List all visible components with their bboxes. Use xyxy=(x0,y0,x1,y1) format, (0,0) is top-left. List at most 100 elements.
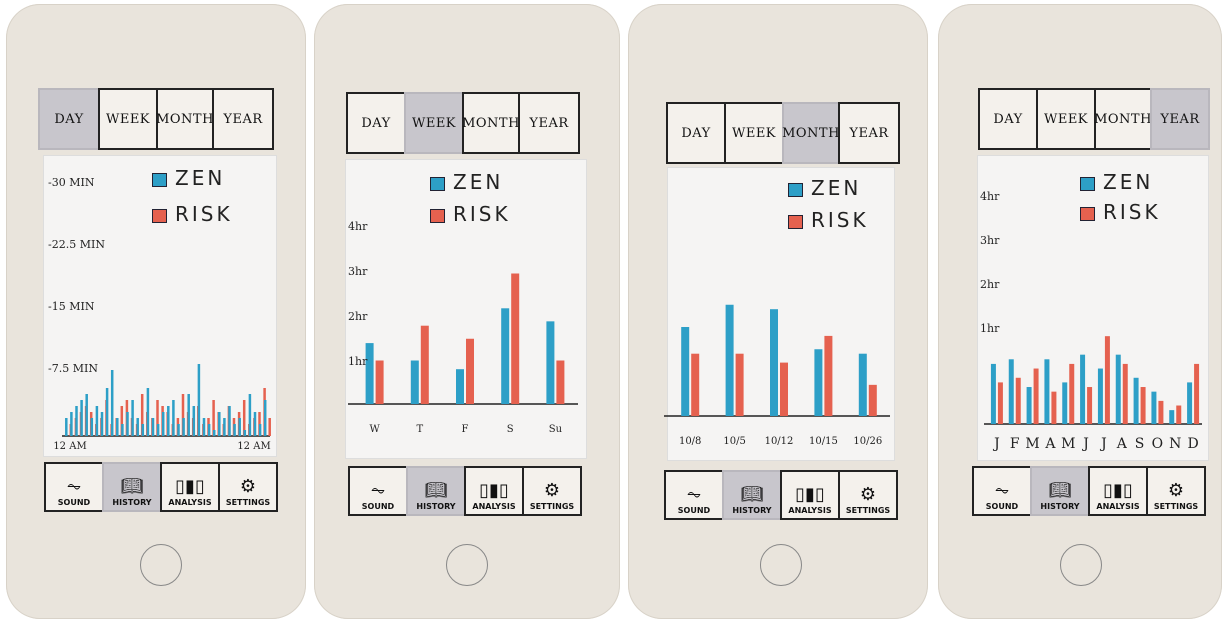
nav-analysis[interactable]: ▯▮▯ ANALYSIS xyxy=(464,466,524,516)
x-tick-label: M xyxy=(1025,436,1039,452)
x-tick-label: F xyxy=(462,424,469,435)
home-button[interactable] xyxy=(760,544,802,586)
tab-month[interactable]: MONTH xyxy=(1094,88,1152,150)
risk-bar xyxy=(556,360,565,404)
tab-year[interactable]: YEAR xyxy=(518,92,580,154)
home-button[interactable] xyxy=(1060,544,1102,586)
nav-settings[interactable]: ⚙ SETTINGS xyxy=(838,470,898,520)
tab-week[interactable]: WEEK xyxy=(1036,88,1096,150)
tab-month[interactable]: MONTH xyxy=(462,92,520,154)
risk-bar xyxy=(140,394,144,436)
tab-month[interactable]: MONTH xyxy=(156,88,214,150)
x-tick-label: J xyxy=(992,436,1000,452)
nav-history[interactable]: 📖︎ HISTORY xyxy=(722,470,782,520)
book-icon: 📖︎ xyxy=(120,476,144,497)
nav-settings[interactable]: ⚙ SETTINGS xyxy=(1146,466,1206,516)
phone-prototype-week: DAY WEEK MONTH YEAR ZEN RISK 4hr 3hr 2hr 1h… xyxy=(314,4,620,619)
tab-day[interactable]: DAY xyxy=(978,88,1038,150)
bar-chart-icon: ▯▮▯ xyxy=(1103,480,1133,501)
zen-bar xyxy=(156,424,160,436)
nav-history[interactable]: 📖︎ HISTORY xyxy=(102,462,162,512)
risk-bar xyxy=(511,273,520,404)
legend-zen: ZEN xyxy=(788,176,861,200)
tab-week[interactable]: WEEK xyxy=(98,88,158,150)
x-tick-label: 10/26 xyxy=(853,436,882,447)
nav-sound[interactable]: ⏦ SOUND xyxy=(972,466,1032,516)
zen-bar xyxy=(218,412,221,436)
bottom-nav: ⏦ SOUND 📖︎ HISTORY ▯▮▯ ANALYSIS ⚙ SETTINGS xyxy=(664,470,898,520)
tab-week[interactable]: WEEK xyxy=(404,92,464,154)
zen-bar xyxy=(136,418,139,436)
x-tick-label: F xyxy=(1010,436,1020,452)
x-tick-label: S xyxy=(1135,436,1145,452)
soundwave-icon: ⏦ xyxy=(686,484,702,505)
x-tick-label: J xyxy=(1099,436,1107,452)
book-icon: 📖︎ xyxy=(740,484,764,505)
zen-bar xyxy=(126,412,129,436)
zen-bar xyxy=(1133,377,1139,424)
legend-zen: ZEN xyxy=(152,166,225,190)
nav-sound[interactable]: ⏦ SOUND xyxy=(664,470,724,520)
risk-bar xyxy=(735,353,744,416)
home-button[interactable] xyxy=(446,544,488,586)
risk-bar xyxy=(1140,387,1146,424)
tab-year[interactable]: YEAR xyxy=(838,102,900,164)
y-tick-label: 4hr xyxy=(348,220,368,233)
tab-day[interactable]: DAY xyxy=(666,102,726,164)
legend-risk: RISK xyxy=(430,202,511,226)
legend-zen-label: ZEN xyxy=(1103,170,1154,194)
risk-bar xyxy=(691,353,700,416)
legend-zen: ZEN xyxy=(1080,170,1153,194)
zen-swatch xyxy=(1080,176,1095,191)
zen-bar xyxy=(1115,354,1121,424)
nav-history[interactable]: 📖︎ HISTORY xyxy=(406,466,466,516)
zen-bar xyxy=(1097,368,1103,424)
risk-bar xyxy=(120,406,124,436)
gear-icon: ⚙ xyxy=(859,484,877,505)
y-tick-label: -30 MIN xyxy=(48,176,95,189)
home-button[interactable] xyxy=(140,544,182,586)
time-range-tabs: DAY WEEK MONTH YEAR xyxy=(666,102,900,164)
risk-bar xyxy=(181,394,185,436)
zen-bar xyxy=(546,321,555,404)
nav-history[interactable]: 📖︎ HISTORY xyxy=(1030,466,1090,516)
zen-bar xyxy=(161,412,165,436)
bottom-nav: ⏦ SOUND 📖︎ HISTORY ▯▮▯ ANALYSIS ⚙ SETTINGS xyxy=(44,462,278,512)
risk-bar xyxy=(997,382,1003,424)
nav-analysis[interactable]: ▯▮▯ ANALYSIS xyxy=(780,470,840,520)
nav-sound[interactable]: ⏦ SOUND xyxy=(348,466,408,516)
nav-analysis[interactable]: ▯▮▯ ANALYSIS xyxy=(1088,466,1148,516)
x-tick-label: D xyxy=(1187,436,1198,452)
x-tick-label: O xyxy=(1152,436,1163,452)
y-tick-label: 2hr xyxy=(980,278,1000,291)
zen-bar xyxy=(238,418,241,436)
risk-bar xyxy=(1051,391,1057,424)
chart-card: ZEN RISK 10/8 10/5 10/12 10/15 10/26 xyxy=(664,168,894,460)
nav-analysis[interactable]: ▯▮▯ ANALYSIS xyxy=(160,462,220,512)
time-range-tabs: DAY WEEK MONTH YEAR xyxy=(978,88,1210,150)
tab-week[interactable]: WEEK xyxy=(724,102,784,164)
tab-day[interactable]: DAY xyxy=(38,88,100,150)
risk-bar xyxy=(780,362,788,416)
risk-swatch xyxy=(1080,206,1095,221)
nav-settings[interactable]: ⚙ SETTINGS xyxy=(522,466,582,516)
zen-bar xyxy=(681,327,690,416)
zen-bar xyxy=(121,424,124,436)
nav-settings[interactable]: ⚙ SETTINGS xyxy=(218,462,278,512)
risk-bar xyxy=(1176,405,1182,424)
x-tick-label: W xyxy=(369,424,380,435)
tab-day[interactable]: DAY xyxy=(346,92,406,154)
zen-bar xyxy=(243,430,247,436)
risk-bar xyxy=(375,360,384,404)
y-tick-label: -7.5 MIN xyxy=(48,362,98,375)
nav-sound[interactable]: ⏦ SOUND xyxy=(44,462,104,512)
legend-risk: RISK xyxy=(1080,200,1161,224)
x-tick-label: A xyxy=(1044,436,1056,452)
zen-bar xyxy=(65,418,68,436)
zen-bar xyxy=(501,308,510,404)
tab-year[interactable]: YEAR xyxy=(1150,88,1210,150)
tab-year[interactable]: YEAR xyxy=(212,88,274,150)
legend-zen-label: ZEN xyxy=(811,176,862,200)
legend-risk: RISK xyxy=(152,202,233,226)
tab-month[interactable]: MONTH xyxy=(782,102,840,164)
